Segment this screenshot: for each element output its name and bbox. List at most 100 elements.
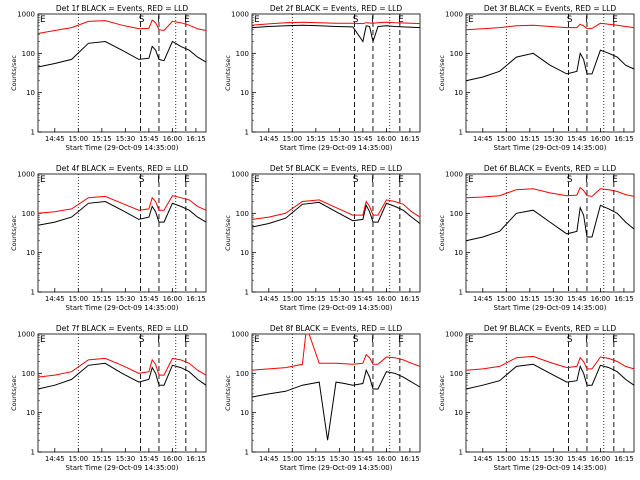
y-tick-label: 10 <box>26 249 35 257</box>
y-tick-label: 1000 <box>231 171 249 179</box>
flag-left: E <box>40 175 46 185</box>
flag-left: E <box>468 15 474 25</box>
x-tick-label: 16:15 <box>614 295 634 303</box>
panel-9: Det 9f BLACK = Events, RED = LLD 1 10 100 10… <box>438 324 635 472</box>
y-axis-label: Counts/sec <box>224 55 232 91</box>
x-tick-label: 15:00 <box>497 135 517 143</box>
series-line-events <box>465 363 635 390</box>
flag-right: E <box>398 15 404 25</box>
x-tick-label: 15:15 <box>520 135 540 143</box>
x-tick-label: 14:45 <box>259 135 279 143</box>
y-tick-label: 100 <box>236 370 249 378</box>
panel-6: Det 6f BLACK = Events, RED = LLD 1 10 100 10… <box>438 164 635 312</box>
x-tick-label: 16:15 <box>186 455 206 463</box>
x-tick-label: 16:15 <box>400 455 420 463</box>
axes-frame <box>251 173 421 293</box>
flag-mid2: I <box>157 15 160 25</box>
flag-mid: S <box>353 175 359 185</box>
x-tick-label: 16:00 <box>377 295 397 303</box>
x-tick-label: 15:30 <box>330 135 350 143</box>
y-tick-label: 10 <box>240 249 249 257</box>
x-tick-label: 15:45 <box>139 295 159 303</box>
x-axis-label: Start Time (29-Oct-09 14:35:00) <box>280 304 393 312</box>
x-tick-label: 14:45 <box>259 295 279 303</box>
x-tick-label: 15:00 <box>69 135 89 143</box>
x-tick-label: 16:15 <box>614 455 634 463</box>
flag-left: E <box>468 175 474 185</box>
y-tick-label: 1 <box>31 129 35 137</box>
x-tick-label: 15:30 <box>116 135 136 143</box>
x-tick-label: 15:15 <box>306 295 326 303</box>
series-line-lld <box>251 199 421 220</box>
y-tick-label: 100 <box>236 50 249 58</box>
series-line-lld <box>37 195 207 214</box>
x-axis-label: Start Time (29-Oct-09 14:35:00) <box>280 464 393 472</box>
y-tick-label: 10 <box>26 409 35 417</box>
x-tick-label: 16:15 <box>614 135 634 143</box>
x-tick-label: 15:30 <box>544 295 564 303</box>
x-tick-label: 15:00 <box>497 295 517 303</box>
x-tick-label: 15:00 <box>69 295 89 303</box>
y-tick-label: 10 <box>240 89 249 97</box>
y-tick-label: 1 <box>459 289 463 297</box>
panel-4: Det 4f BLACK = Events, RED = LLD 1 10 100 10… <box>10 164 207 312</box>
axes-frame <box>37 13 207 133</box>
y-tick-label: 1 <box>31 449 35 457</box>
x-tick-label: 15:30 <box>544 455 564 463</box>
x-tick-label: 15:45 <box>353 295 373 303</box>
flag-mid2: I <box>585 15 588 25</box>
flag-left: E <box>40 335 46 345</box>
x-axis-label: Start Time (29-Oct-09 14:35:00) <box>66 304 179 312</box>
x-tick-label: 16:00 <box>591 295 611 303</box>
series-line-events <box>37 362 207 390</box>
y-axis-label: Counts/sec <box>438 375 446 411</box>
flag-mid: S <box>567 175 573 185</box>
flag-mid2: I <box>371 15 374 25</box>
x-tick-label: 14:45 <box>45 295 65 303</box>
x-tick-label: 15:30 <box>116 455 136 463</box>
flag-mid: S <box>139 335 145 345</box>
y-tick-label: 1 <box>31 289 35 297</box>
y-tick-label: 1000 <box>17 331 35 339</box>
y-tick-label: 100 <box>22 370 35 378</box>
flag-mid2: I <box>371 175 374 185</box>
y-axis-label: Counts/sec <box>10 55 18 91</box>
y-tick-label: 10 <box>454 89 463 97</box>
panel-title: Det 7f BLACK = Events, RED = LLD <box>56 324 189 333</box>
flag-mid: S <box>353 15 359 25</box>
series-line-lld <box>465 22 635 31</box>
series-line-events <box>465 204 635 242</box>
x-tick-label: 14:45 <box>473 455 493 463</box>
flag-mid: S <box>567 335 573 345</box>
flag-left: E <box>254 175 260 185</box>
y-tick-label: 1 <box>245 449 249 457</box>
flag-right: E <box>612 335 618 345</box>
x-tick-label: 15:00 <box>69 455 89 463</box>
x-tick-label: 16:00 <box>163 295 183 303</box>
flag-mid2: I <box>585 335 588 345</box>
x-tick-label: 15:15 <box>92 295 112 303</box>
y-tick-label: 1000 <box>445 331 463 339</box>
x-tick-label: 15:30 <box>330 295 350 303</box>
flag-right: E <box>184 15 190 25</box>
series-line-events <box>37 200 207 226</box>
axes-frame <box>251 13 421 133</box>
x-tick-label: 15:30 <box>544 135 564 143</box>
panel-title: Det 4f BLACK = Events, RED = LLD <box>56 164 189 173</box>
y-tick-label: 1000 <box>445 171 463 179</box>
x-tick-label: 15:00 <box>283 295 303 303</box>
y-tick-label: 100 <box>22 210 35 218</box>
panel-8: Det 8f BLACK = Events, RED = LLD 1 10 100 10… <box>224 324 421 472</box>
flag-mid: S <box>139 175 145 185</box>
x-tick-label: 15:15 <box>306 455 326 463</box>
y-tick-label: 1000 <box>17 171 35 179</box>
flag-right: E <box>612 15 618 25</box>
y-tick-label: 1 <box>245 289 249 297</box>
x-tick-label: 15:00 <box>497 455 517 463</box>
y-axis-label: Counts/sec <box>224 215 232 251</box>
x-tick-label: 16:00 <box>591 135 611 143</box>
panel-5: Det 5f BLACK = Events, RED = LLD 1 10 100 10… <box>224 164 421 312</box>
x-tick-label: 15:45 <box>567 295 587 303</box>
x-tick-label: 15:45 <box>139 135 159 143</box>
